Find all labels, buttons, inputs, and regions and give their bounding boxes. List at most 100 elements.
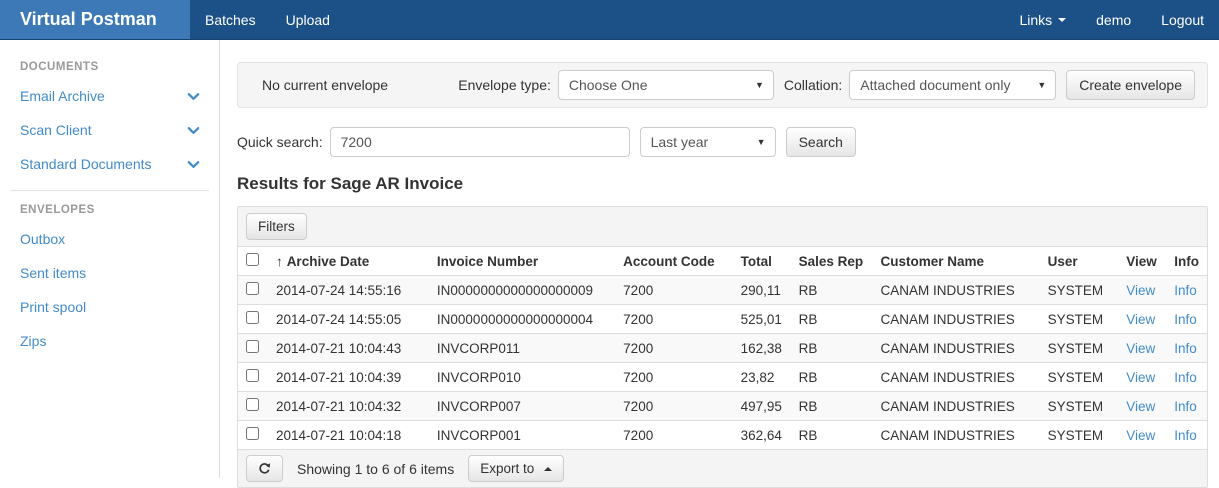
- search-period-selected-value: Last year: [650, 134, 709, 150]
- cell-total: 23,82: [732, 362, 791, 392]
- info-link[interactable]: Info: [1174, 398, 1197, 414]
- cell-view: View: [1118, 362, 1167, 392]
- info-link[interactable]: Info: [1174, 311, 1197, 327]
- cell-invoice-number: INVCORP010: [428, 362, 616, 392]
- sidebar-item-scan-client[interactable]: Scan Client: [0, 113, 219, 147]
- view-link[interactable]: View: [1126, 398, 1156, 414]
- row-checkbox-cell: [238, 275, 268, 305]
- cell-view: View: [1118, 391, 1167, 421]
- nav-batches[interactable]: Batches: [205, 11, 256, 28]
- collation-label: Collation:: [783, 77, 843, 93]
- quick-search-input[interactable]: [329, 127, 630, 157]
- results-table-toolbar: Filters: [238, 207, 1207, 247]
- top-navbar: Virtual Postman Batches Upload Links dem…: [0, 0, 1219, 40]
- table-row: 2014-07-21 10:04:18 INVCORP001 7200 362,64 R…: [238, 420, 1207, 450]
- sidebar-item-zips[interactable]: Zips: [0, 324, 219, 358]
- caret-down-icon: ▼: [1037, 80, 1047, 90]
- view-link[interactable]: View: [1126, 340, 1156, 356]
- cell-sales-rep: RB: [790, 362, 873, 392]
- results-table-block: Filters ↑ Archive Date Invoice Number Acc…: [237, 206, 1208, 488]
- create-envelope-button[interactable]: Create envelope: [1066, 70, 1195, 100]
- nav-logout[interactable]: Logout: [1161, 11, 1204, 28]
- cell-user: SYSTEM: [1039, 362, 1119, 392]
- cell-archive-date: 2014-07-21 10:04:39: [267, 362, 429, 392]
- row-checkbox-cell: [238, 333, 268, 363]
- info-link[interactable]: Info: [1174, 369, 1197, 385]
- chevron-down-icon: [187, 92, 200, 100]
- column-header-account-code[interactable]: Account Code: [615, 247, 733, 276]
- sidebar-item-standard-documents[interactable]: Standard Documents: [0, 147, 219, 181]
- column-header-view: View: [1118, 247, 1167, 276]
- sidebar-item-print-spool[interactable]: Print spool: [0, 290, 219, 324]
- cell-invoice-number: INVCORP007: [428, 391, 616, 421]
- row-checkbox[interactable]: [246, 282, 259, 295]
- chevron-down-icon: [187, 126, 200, 134]
- refresh-icon: [259, 463, 271, 474]
- cell-account-code: 7200: [615, 391, 733, 421]
- cell-customer-name: CANAM INDUSTRIES: [872, 275, 1040, 305]
- info-link[interactable]: Info: [1174, 427, 1197, 443]
- results-table-footer: Showing 1 to 6 of 6 items Export to: [238, 450, 1207, 487]
- cell-invoice-number: INVCORP001: [428, 420, 616, 450]
- nav-user[interactable]: demo: [1096, 11, 1132, 28]
- row-checkbox-cell: [238, 391, 268, 421]
- sidebar-item-email-archive[interactable]: Email Archive: [0, 79, 219, 113]
- row-checkbox-cell: [238, 304, 268, 334]
- filters-button[interactable]: Filters: [246, 213, 307, 240]
- column-header-archive-date[interactable]: ↑ Archive Date: [267, 247, 429, 276]
- cell-invoice-number: IN0000000000000000009: [428, 275, 616, 305]
- app-brand[interactable]: Virtual Postman: [0, 0, 190, 39]
- table-row: 2014-07-21 10:04:39 INVCORP010 7200 23,82 RB…: [238, 362, 1207, 392]
- column-header-user[interactable]: User: [1039, 247, 1119, 276]
- envelope-type-select[interactable]: Choose One ▼: [557, 70, 774, 100]
- row-checkbox[interactable]: [246, 340, 259, 353]
- column-header-invoice-number[interactable]: Invoice Number: [428, 247, 616, 276]
- info-link[interactable]: Info: [1174, 340, 1197, 356]
- column-header-label: Archive Date: [286, 253, 370, 269]
- cell-customer-name: CANAM INDUSTRIES: [872, 333, 1040, 363]
- row-checkbox[interactable]: [246, 427, 259, 440]
- view-link[interactable]: View: [1126, 282, 1156, 298]
- cell-view: View: [1118, 275, 1167, 305]
- nav-links-dropdown[interactable]: Links: [1004, 0, 1081, 39]
- sidebar-section-documents: DOCUMENTS: [20, 61, 99, 73]
- search-button[interactable]: Search: [785, 127, 856, 157]
- cell-user: SYSTEM: [1039, 304, 1119, 334]
- cell-view: View: [1118, 333, 1167, 363]
- cell-sales-rep: RB: [790, 420, 873, 450]
- row-checkbox[interactable]: [246, 311, 259, 324]
- envelope-type-selected-value: Choose One: [568, 77, 648, 93]
- column-header-sales-rep[interactable]: Sales Rep: [790, 247, 873, 276]
- cell-user: SYSTEM: [1039, 275, 1119, 305]
- cell-view: View: [1118, 420, 1167, 450]
- sidebar-item-outbox[interactable]: Outbox: [0, 222, 219, 256]
- view-link[interactable]: View: [1126, 427, 1156, 443]
- cell-sales-rep: RB: [790, 333, 873, 363]
- column-header-total[interactable]: Total: [732, 247, 791, 276]
- envelope-status-text: No current envelope: [262, 77, 389, 93]
- caret-down-icon: ▼: [754, 80, 764, 90]
- row-checkbox[interactable]: [246, 398, 259, 411]
- quick-search-label: Quick search:: [237, 134, 323, 150]
- results-table: ↑ Archive Date Invoice Number Account Cod…: [238, 247, 1207, 450]
- results-title: Results for Sage AR Invoice: [237, 174, 464, 193]
- select-all-checkbox[interactable]: [246, 253, 259, 266]
- cell-account-code: 7200: [615, 304, 733, 334]
- cell-account-code: 7200: [615, 362, 733, 392]
- sidebar-item-label: Outbox: [20, 231, 66, 247]
- column-header-customer-name[interactable]: Customer Name: [872, 247, 1040, 276]
- cell-user: SYSTEM: [1039, 333, 1119, 363]
- nav-upload[interactable]: Upload: [285, 11, 330, 28]
- cell-total: 525,01: [732, 304, 791, 334]
- collation-select[interactable]: Attached document only ▼: [849, 70, 1057, 100]
- search-period-select[interactable]: Last year ▼: [639, 127, 776, 157]
- cell-account-code: 7200: [615, 333, 733, 363]
- row-checkbox[interactable]: [246, 369, 259, 382]
- sidebar-section-envelopes: ENVELOPES: [20, 204, 95, 216]
- sidebar-item-label: Scan Client: [20, 122, 92, 138]
- view-link[interactable]: View: [1126, 369, 1156, 385]
- view-link[interactable]: View: [1126, 311, 1156, 327]
- column-header-info: Info: [1166, 247, 1207, 276]
- sidebar-item-sent-items[interactable]: Sent items: [0, 256, 219, 290]
- info-link[interactable]: Info: [1174, 282, 1197, 298]
